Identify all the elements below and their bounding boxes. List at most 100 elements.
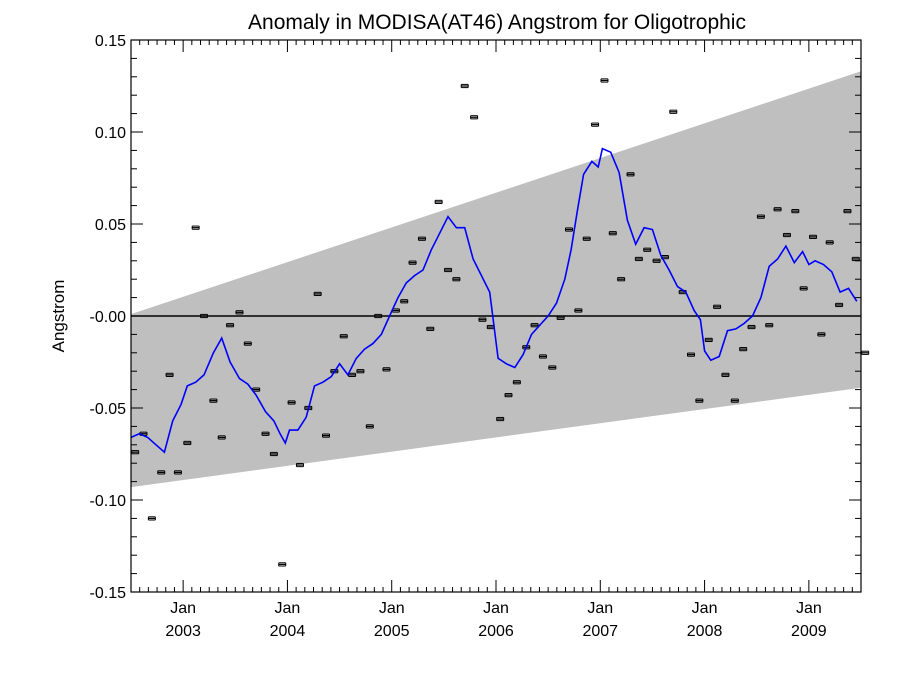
anomaly-point	[217, 435, 226, 440]
anomaly-point	[200, 313, 208, 319]
anomaly-point	[565, 227, 573, 232]
anomaly-point	[147, 516, 156, 521]
plot-area	[130, 39, 870, 593]
y-axis-label: Angstrom	[49, 280, 68, 353]
anomaly-point	[582, 236, 591, 241]
anomaly-point	[791, 209, 800, 214]
anomaly-point	[322, 433, 331, 438]
x-tick-label-month: Jan	[483, 600, 509, 617]
anomaly-point	[782, 232, 791, 238]
anomaly-point	[721, 372, 730, 377]
anomaly-point	[209, 398, 218, 403]
x-tick-label-year: 2004	[270, 623, 306, 640]
y-axis: 0.15 0.10 0.05 -0.00 -0.05 -0.10 -0.15	[90, 33, 861, 602]
x-tick-label-month: Jan	[796, 600, 822, 617]
anomaly-point	[434, 199, 443, 205]
x-tick-label-month: Jan	[275, 600, 301, 617]
anomaly-point	[634, 256, 643, 262]
anomaly-point	[843, 209, 852, 214]
anomaly-point	[713, 304, 722, 309]
anomaly-point	[356, 369, 365, 374]
anomaly-point	[131, 450, 140, 455]
anomaly-point	[756, 214, 765, 219]
y-tick-label: -0.15	[90, 585, 127, 602]
anomaly-point	[278, 562, 287, 567]
x-tick-label-year: 2003	[165, 623, 201, 640]
anomaly-point	[835, 302, 844, 308]
anomaly-point	[861, 350, 870, 355]
x-tick-label-year: 2007	[582, 623, 618, 640]
x-tick-label-year: 2008	[687, 623, 723, 640]
anomaly-point	[687, 352, 696, 357]
anomaly-point	[408, 260, 417, 265]
anomaly-point	[339, 334, 348, 339]
anomaly-point	[400, 299, 409, 304]
running-mean-line	[130, 147, 858, 454]
anomaly-points	[131, 78, 870, 567]
anomaly-point	[374, 313, 383, 319]
anomaly-point	[183, 440, 192, 446]
anomaly-point	[235, 310, 244, 315]
anomaly-point	[478, 317, 487, 322]
anomaly-point	[261, 431, 270, 436]
anomaly-point	[626, 172, 635, 177]
anomaly-point	[460, 83, 469, 89]
anomaly-point	[470, 115, 479, 120]
x-tick-label-month: Jan	[379, 600, 405, 617]
anomaly-point	[704, 337, 713, 343]
anomaly-point	[538, 354, 547, 359]
anomaly-point	[243, 341, 252, 346]
anomaly-point	[730, 398, 739, 403]
anomaly-point	[191, 225, 200, 230]
anomaly-point	[556, 315, 565, 320]
anomaly-point	[287, 400, 296, 405]
anomaly-point	[295, 462, 304, 468]
anomaly-point	[608, 231, 617, 236]
anomaly-point	[825, 240, 834, 245]
anomaly-point	[165, 372, 174, 377]
anomaly-point	[548, 365, 557, 370]
anomaly-point	[765, 323, 774, 328]
anomaly-point	[695, 398, 704, 403]
chart-title: Anomaly in MODISA(AT46) Angstrom for Oli…	[248, 11, 746, 34]
anomaly-point	[851, 256, 860, 262]
anomaly-point	[313, 291, 322, 297]
anomaly-point	[773, 207, 782, 212]
anomaly-point	[669, 109, 678, 114]
anomaly-point	[617, 277, 626, 282]
anomaly-point	[496, 416, 505, 422]
y-tick-label: 0.15	[95, 33, 126, 50]
anomaly-point	[530, 323, 539, 328]
x-tick-label-month: Jan	[587, 600, 613, 617]
y-tick-label: -0.10	[90, 493, 127, 510]
y-tick-label: -0.00	[90, 309, 127, 326]
y-tick-label: 0.05	[95, 217, 126, 234]
anomaly-point	[348, 372, 357, 377]
anomaly-point	[747, 324, 756, 330]
x-tick-label-month: Jan	[692, 600, 718, 617]
y-tick-label: -0.05	[90, 401, 127, 418]
anomaly-point	[643, 247, 652, 252]
anomaly-point	[600, 78, 609, 83]
anomaly-point	[452, 277, 461, 282]
anomaly-point	[652, 258, 661, 263]
anomaly-point	[269, 451, 278, 457]
anomaly-point	[365, 424, 374, 429]
anomaly-point	[417, 236, 426, 241]
confidence-band	[131, 71, 861, 488]
anomaly-point	[809, 234, 818, 239]
anomaly-point	[226, 323, 235, 328]
x-tick-label-year: 2006	[478, 623, 514, 640]
anomaly-point	[799, 286, 808, 291]
anomaly-point	[512, 380, 521, 385]
anomaly-point	[574, 308, 583, 313]
anomaly-point	[739, 347, 748, 352]
anomaly-point	[426, 326, 435, 331]
x-tick-label-year: 2009	[791, 623, 827, 640]
anomaly-point	[173, 470, 182, 475]
anomaly-point	[157, 470, 166, 475]
anomaly-point	[444, 267, 453, 273]
x-tick-label-year: 2005	[374, 623, 410, 640]
anomaly-point	[382, 367, 391, 372]
